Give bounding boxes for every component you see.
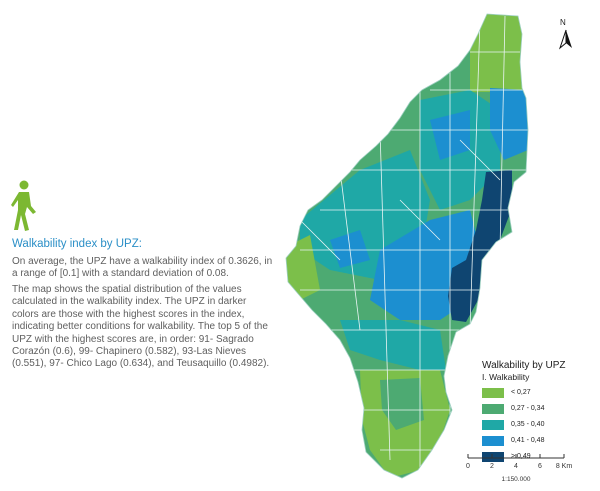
zone-northeast-blue [490,88,528,160]
legend-item: 0,27 - 0,34 [482,402,598,415]
scale-bar: 0 2 4 6 8 Km 1:150.000 [466,454,573,483]
panel-title: Walkability index by UPZ: [12,238,142,250]
map-legend: Walkability by UPZ I. Walkability < 0,27… [482,360,598,463]
zone-dark-corridor [448,170,512,322]
north-label: N [560,18,566,27]
legend-item: 0,41 - 0,48 [482,434,598,447]
legend-subtitle: I. Walkability [482,372,530,382]
scale-tick-label: 6 [538,463,542,470]
legend-item: 0,35 - 0,40 [482,418,598,431]
walker-body [11,192,36,231]
city-outline [285,13,529,479]
walking-person-icon [11,180,36,231]
legend-label: 0,27 - 0,34 [511,405,545,412]
legend-swatch [482,435,504,446]
legend-label: > 0,49 [511,453,531,460]
legend-swatch [482,451,504,462]
legend-swatch [482,403,504,414]
upz-boundaries [299,15,528,470]
legend-item: > 0,49 [482,450,598,463]
walkability-map [285,13,529,479]
scale-tick-label: 4 [514,463,518,470]
legend-title: Walkability by UPZ [482,360,566,371]
legend-swatch [482,387,504,398]
north-arrow-icon [558,29,572,50]
legend-label: 0,41 - 0,48 [511,437,545,444]
scale-tick-label: 0 [466,463,470,470]
scale-tick-label: 2 [490,463,494,470]
scale-ratio: 1:150.000 [502,476,531,483]
panel-paragraph-description: The map shows the spatial distribution o… [12,284,270,370]
panel-paragraph-summary: On average, the UPZ have a walkability i… [12,256,273,280]
legend-label: 0,35 - 0,40 [511,421,545,428]
zone-south-mid [380,378,424,430]
legend-label: < 0,27 [511,389,531,396]
scale-tick-label: 8 Km [556,463,573,470]
zone-south-teal [340,320,446,370]
legend-swatch [482,419,504,430]
legend-item: < 0,27 [482,386,598,399]
walker-head [19,180,29,190]
